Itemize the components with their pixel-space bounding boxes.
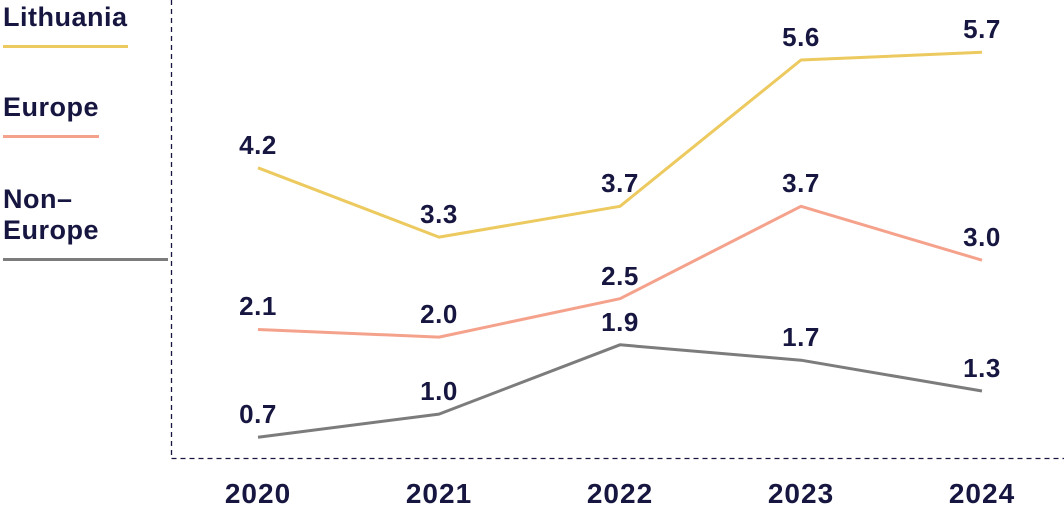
series-lines-group: [257, 50, 983, 439]
legend-item-europe: Europe: [3, 92, 100, 139]
series-line-lithuania: [257, 50, 983, 239]
legend-label-non-europe: Non–Europe: [3, 184, 168, 262]
legend-label-europe: Europe: [3, 92, 100, 139]
series-line-europe: [257, 204, 983, 339]
legend-item-lithuania: Lithuania: [3, 2, 128, 49]
series-line-non-europe: [257, 343, 983, 439]
legend-label-lithuania: Lithuania: [3, 2, 128, 49]
legend-item-non-europe: Non–Europe: [3, 184, 168, 262]
